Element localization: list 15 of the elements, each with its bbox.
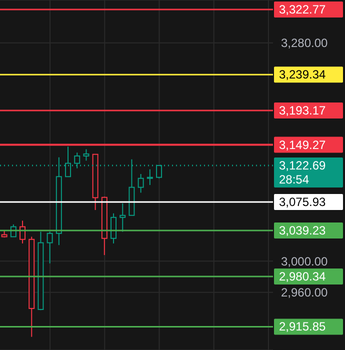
ref-line-label: 3,322.77 [279,2,326,17]
y-tick-label: 3,280.00 [281,36,328,50]
y-tick-label: 3,000.00 [281,254,328,268]
ref-line-label: 2,915.85 [279,320,326,334]
ref-line-label: 3,149.27 [279,138,326,152]
ref-line-label: 3,193.17 [279,104,326,118]
ref-line-label: 3,122.69 [279,158,326,172]
y-tick-label: 2,960.00 [281,286,328,300]
candlestick [120,202,126,232]
ref-line-label: 3,239.34 [279,68,326,82]
ref-line-label: 2,980.34 [279,269,326,284]
text: 28:54 [279,172,310,186]
ref-line-label: 3,039.23 [279,224,326,238]
ref-line-label: 3,075.93 [279,194,326,209]
candlestick [28,236,35,338]
